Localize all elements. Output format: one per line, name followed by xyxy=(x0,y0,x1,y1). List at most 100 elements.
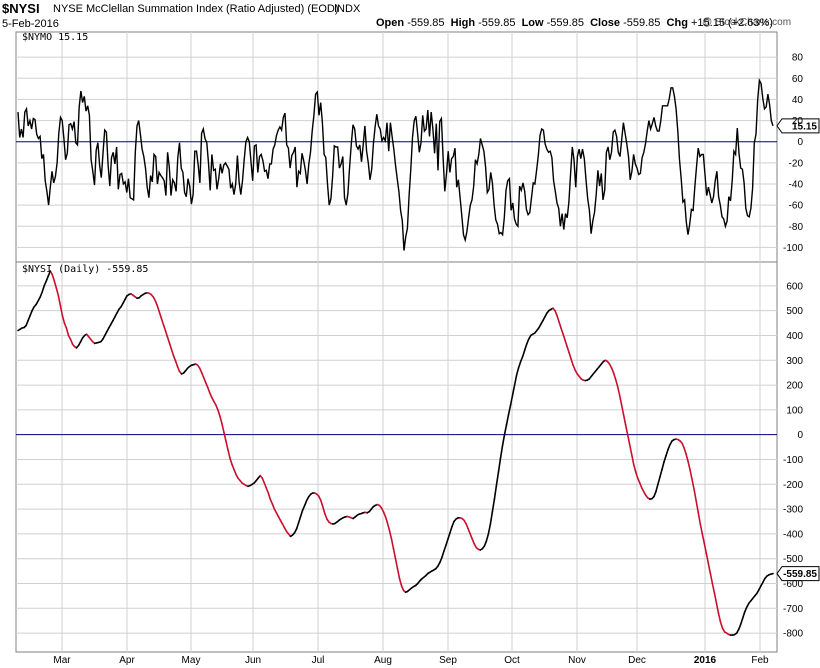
nysi-segment xyxy=(616,385,621,396)
nysi-segment xyxy=(57,294,62,307)
nysi-segment xyxy=(487,523,492,535)
nysi-segment xyxy=(59,304,64,317)
nysi-segment xyxy=(634,471,639,479)
close-value: -559.85 xyxy=(623,17,661,29)
low-label: Low xyxy=(521,17,544,29)
x-tick-label: Feb xyxy=(751,655,769,666)
nysi-segment xyxy=(507,404,512,416)
nysi-segment xyxy=(160,317,165,326)
nysi-segment xyxy=(701,533,706,545)
nysi-segment xyxy=(707,562,712,575)
nysi-segment xyxy=(699,523,704,535)
nysi-segment xyxy=(217,409,221,417)
nysi-segment xyxy=(483,540,488,548)
nysi-segment xyxy=(770,572,774,575)
nysi-last-tag: -559.85 xyxy=(776,566,820,582)
nysi-segment xyxy=(739,617,744,626)
nysi-segment xyxy=(158,311,163,319)
nysi-segment xyxy=(63,322,68,329)
nysi-segment xyxy=(741,611,746,620)
nysi-segment xyxy=(170,348,175,357)
nysi-segment xyxy=(614,378,619,388)
chg-label: Chg xyxy=(666,17,688,29)
open-label: Open xyxy=(376,17,405,29)
nysi-segment xyxy=(445,538,449,546)
nysi-segment xyxy=(525,338,530,345)
nysi-segment xyxy=(661,461,665,471)
nysi-segment xyxy=(51,273,56,282)
nysi-segment xyxy=(271,503,276,510)
x-tick-label: Dec xyxy=(628,655,646,666)
nysi-segment xyxy=(556,314,560,323)
nysi-segment xyxy=(564,339,568,348)
nysi-segment xyxy=(263,482,268,489)
x-tick-label: Jun xyxy=(245,655,261,666)
chart-header: $NYSI NYSE McClellan Summation Index (Ra… xyxy=(0,0,820,32)
nysi-segment xyxy=(227,448,231,460)
nysi-segment xyxy=(53,280,58,290)
nysi-segment xyxy=(225,440,229,451)
nysi-segment xyxy=(719,621,724,630)
nysi-segment xyxy=(207,386,211,394)
nysi-segment xyxy=(632,463,637,473)
nysi-segment xyxy=(509,394,514,406)
last-value-text: -559.85 xyxy=(783,569,817,580)
nysi-segment xyxy=(691,479,696,492)
nysi-segment xyxy=(223,431,227,442)
chg-value: +15.15 (+2.63%) xyxy=(691,17,773,29)
nysi-segment xyxy=(697,511,702,525)
chart-exchange: INDX xyxy=(334,3,361,15)
nysi-segment xyxy=(390,538,395,550)
nysi-segment xyxy=(176,365,181,373)
y-tick-label: -40 xyxy=(789,180,804,191)
nysi-segment xyxy=(562,333,566,342)
nysi-segment xyxy=(384,515,389,524)
nysi-segment xyxy=(568,351,572,360)
nysi-segment xyxy=(505,413,510,426)
nysi-segment xyxy=(519,355,524,363)
nysi-segment xyxy=(301,504,306,512)
nysi-segment xyxy=(439,556,443,564)
nysi-segment xyxy=(655,483,659,493)
nysi-segment xyxy=(653,490,657,498)
y-tick-label: 40 xyxy=(792,95,804,106)
nysi-segment xyxy=(323,512,328,520)
y-tick-label: 80 xyxy=(792,53,804,64)
nysi-segment xyxy=(447,531,451,540)
y-tick-label: -200 xyxy=(783,480,803,491)
nysi-panel: -559.85 xyxy=(16,270,820,636)
nysi-segment xyxy=(711,582,716,595)
nysi-segment xyxy=(667,443,671,451)
nymo-last-tag: 15.15 xyxy=(776,118,820,134)
nysi-segment xyxy=(200,371,205,379)
nysi-segment xyxy=(610,366,615,374)
nysi-segment xyxy=(204,381,209,389)
nysi-segment xyxy=(659,468,663,478)
last-value-box xyxy=(776,118,820,134)
open-value: -559.85 xyxy=(407,17,445,29)
nysi-segment xyxy=(513,374,518,386)
chart-symbol: $NYSI xyxy=(2,1,40,16)
nysi-segment xyxy=(521,349,526,358)
y-tick-label: -400 xyxy=(783,529,803,540)
nysi-segment xyxy=(198,367,203,374)
nysi-segment xyxy=(523,343,528,352)
nysi-segment xyxy=(396,567,401,580)
x-tick-label: Jul xyxy=(312,655,325,666)
nysi-segment xyxy=(665,448,669,457)
nysi-segment xyxy=(269,498,274,505)
nysi-segment xyxy=(156,304,161,313)
quote-bar: Open -559.85 High -559.85 Low -559.85 Cl… xyxy=(376,17,773,29)
nysi-segment xyxy=(485,533,490,543)
nysi-segment xyxy=(657,475,661,486)
nysi-segment xyxy=(449,525,453,534)
nymo-line xyxy=(17,77,774,251)
nysi-segment xyxy=(392,547,397,560)
plot-frame xyxy=(15,31,778,653)
nysi-segment xyxy=(27,314,31,322)
nysi-segment xyxy=(164,329,169,338)
x-tick-label: Mar xyxy=(53,655,71,666)
grid-layer xyxy=(15,31,778,653)
nysi-segment xyxy=(566,345,570,354)
nysi-segment xyxy=(29,309,33,317)
